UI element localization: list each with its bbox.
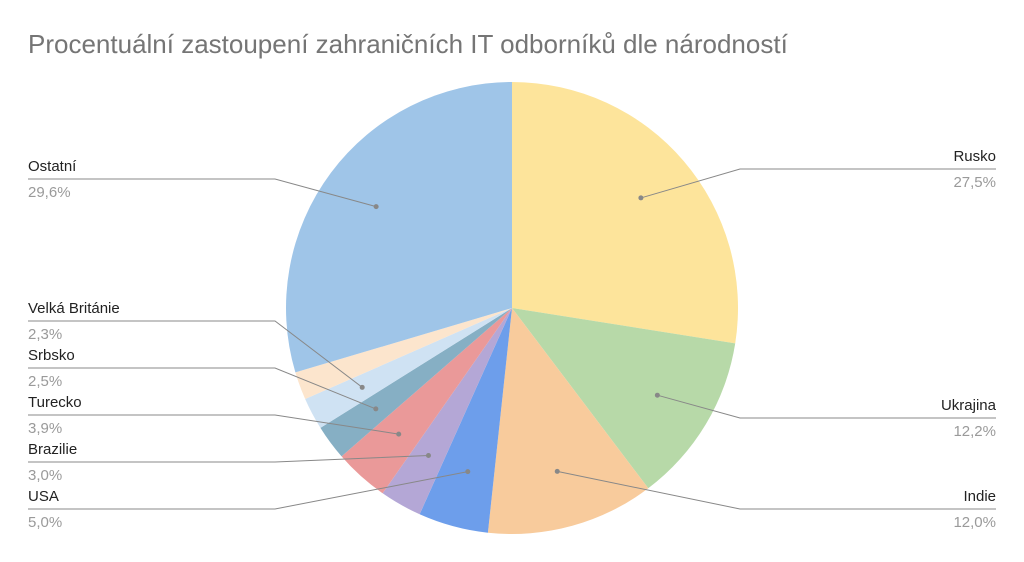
leader-dot (373, 406, 379, 412)
label-value: 27,5% (953, 174, 996, 191)
leader-line (28, 471, 468, 510)
label-name: USA (28, 488, 59, 505)
pie-slice (512, 82, 738, 344)
label-name: Srbsko (28, 347, 75, 364)
label-value: 2,3% (28, 326, 62, 343)
leader-dot (654, 392, 660, 398)
leader-line (657, 394, 996, 419)
label-value: 3,9% (28, 420, 62, 437)
pie-slice (305, 308, 512, 428)
label-name: Indie (963, 488, 996, 505)
leader-dot (396, 431, 402, 437)
pie-slice (320, 308, 512, 457)
label-name: Ukrajina (941, 397, 997, 414)
label-name: Rusko (953, 148, 996, 165)
pie-slice (382, 308, 512, 515)
leader-line (28, 320, 363, 388)
label-value: 3,0% (28, 467, 62, 484)
label-name: Brazilie (28, 441, 77, 458)
chart-title: Procentuální zastoupení zahraničních IT … (28, 29, 789, 59)
label-name: Velká Británie (28, 300, 120, 317)
leader-line (28, 367, 377, 410)
leader-dot (465, 469, 471, 475)
leader-line (557, 470, 996, 510)
leader-dot (359, 384, 365, 390)
pie-slice (341, 308, 512, 494)
label-name: Ostatní (28, 158, 77, 175)
pie-slice (285, 82, 512, 373)
leader-line (640, 168, 996, 199)
label-value: 12,0% (953, 514, 996, 531)
leader-line (28, 178, 377, 208)
label-value: 29,6% (28, 184, 71, 201)
leader-dot (373, 204, 379, 210)
pie-slice (487, 308, 649, 535)
leader-dot (554, 468, 560, 474)
label-name: Turecko (28, 394, 82, 411)
pie-slice (295, 308, 512, 400)
leader-dot (638, 195, 644, 201)
leader-dot (425, 452, 431, 458)
leader-line (28, 414, 399, 435)
label-value: 2,5% (28, 373, 62, 390)
leader-line (28, 454, 429, 463)
label-value: 5,0% (28, 514, 62, 531)
pie-slice (512, 308, 736, 489)
label-value: 12,2% (953, 423, 996, 440)
